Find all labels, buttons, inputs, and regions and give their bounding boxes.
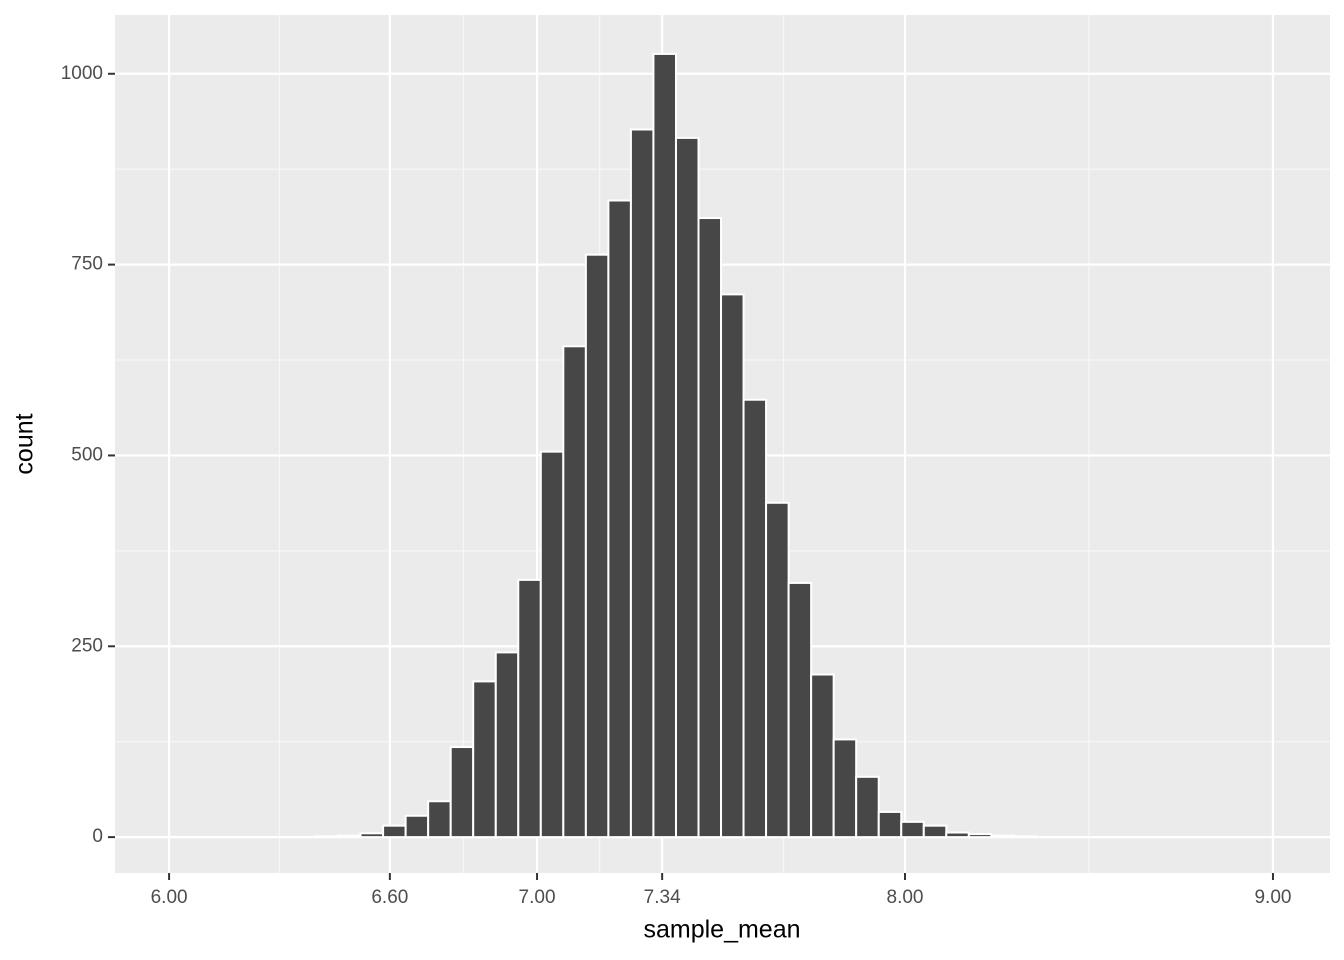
bar [382, 824, 407, 839]
y-tick-label: 750 [71, 254, 103, 275]
bar [652, 52, 677, 839]
bar [922, 824, 948, 839]
bar [945, 831, 970, 839]
bar [787, 581, 813, 839]
x-tick-label: 7.00 [519, 887, 556, 908]
bar [539, 450, 565, 839]
bar [990, 834, 1015, 839]
bar [967, 833, 993, 839]
x-tick-label: 8.00 [887, 887, 924, 908]
bar [404, 814, 430, 839]
y-tick-label: 1000 [61, 63, 103, 84]
bar [517, 578, 542, 839]
y-axis-title: count [11, 413, 39, 474]
bar [607, 199, 632, 839]
y-tick-label: 250 [71, 635, 103, 656]
x-tick-label: 6.60 [371, 887, 408, 908]
bar [584, 253, 610, 839]
x-axis-title: sample_mean [643, 916, 800, 944]
bar [472, 680, 497, 839]
bar [832, 738, 858, 839]
bar [855, 775, 880, 839]
bar [427, 800, 452, 839]
bar [900, 820, 925, 839]
x-tick-label: 6.00 [151, 887, 188, 908]
bar [810, 673, 835, 839]
bar [359, 832, 385, 839]
bar [765, 501, 790, 839]
bar [720, 293, 745, 839]
bar [742, 398, 768, 839]
bar [494, 651, 520, 839]
x-tick-label: 7.34 [644, 887, 681, 908]
bar [314, 835, 340, 839]
y-tick-label: 500 [71, 444, 103, 465]
y-tick-label: 0 [92, 826, 103, 847]
bar [629, 128, 655, 839]
bar [674, 136, 700, 839]
x-tick-label: 9.00 [1254, 887, 1291, 908]
bar [562, 345, 587, 839]
bar [337, 834, 362, 839]
bar [877, 810, 903, 839]
bar [1012, 835, 1038, 839]
bar [697, 217, 723, 839]
bar [449, 746, 475, 839]
